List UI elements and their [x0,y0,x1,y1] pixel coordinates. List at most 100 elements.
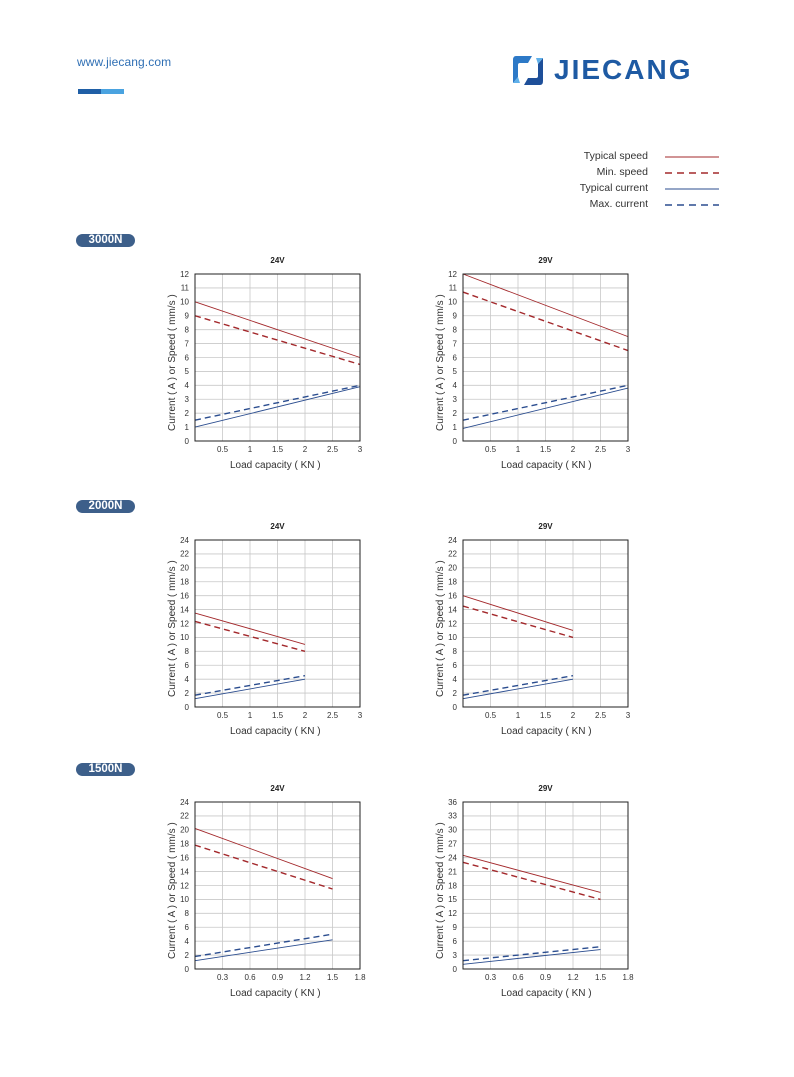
legend-label: Min. speed [596,166,648,178]
x-tick-label: 0.3 [217,973,229,982]
chart-legend: Typical speed Min. speed Typical current… [560,150,730,214]
series-line-typical-current [194,678,306,700]
y-tick-label: 12 [180,270,189,279]
section-badge-1500n: 1500N [76,763,135,776]
series-line-typical-current [462,949,601,965]
website-url[interactable]: www.jiecang.com [77,55,172,69]
x-axis-label: Load capacity ( KN ) [230,988,321,999]
y-tick-label: 2 [453,689,458,698]
x-tick-label: 1 [516,711,521,720]
x-tick-label: 1 [516,445,521,454]
legend-solid-red-line-icon [665,156,719,158]
legend-item-min-speed: Min. speed [560,166,730,180]
y-tick-label: 22 [180,550,189,559]
series-line-max-current [194,675,306,696]
y-tick-label: 8 [453,647,458,656]
chart-title: 24V [270,256,285,265]
y-tick-label: 20 [448,564,457,573]
y-tick-label: 8 [185,325,190,334]
series-line-typical-speed [462,854,601,893]
series-line-max-current [462,675,574,696]
x-tick-label: 1.5 [595,973,607,982]
x-tick-label: 2 [571,711,576,720]
y-tick-label: 6 [185,353,190,362]
chart-3000n-29v: 29V 0 1 2 3 4 5 6 7 8 9 10 11 12 0.5 1 1.5 2 2.5 3 Current… [433,256,658,481]
x-tick-label: 1.2 [567,973,579,982]
plot-frame [462,801,629,970]
y-tick-label: 18 [180,578,189,587]
chart-title: 24V [270,522,285,531]
series-line-min-speed [462,291,629,352]
y-tick-label: 12 [448,270,457,279]
y-tick-label: 9 [185,312,190,321]
x-tick-label: 0.6 [512,973,524,982]
legend-item-max-current: Max. current [560,198,730,212]
y-tick-label: 4 [185,675,190,684]
plot-frame [194,273,361,442]
y-tick-label: 18 [180,840,189,849]
x-axis-label: Load capacity ( KN ) [230,460,321,471]
y-tick-label: 8 [185,647,190,656]
chart-title: 29V [538,522,553,531]
y-tick-label: 0 [453,965,458,974]
plot-frame [462,273,629,442]
x-tick-label: 1 [248,711,253,720]
y-axis-label: Current ( A ) or Speed ( mm/s ) [167,560,178,697]
y-tick-label: 0 [453,437,458,446]
series-line-min-speed [462,861,601,901]
y-tick-label: 3 [453,395,458,404]
y-tick-label: 14 [180,867,189,876]
series-line-typical-speed [194,828,333,879]
accent-bar-dark-segment [78,89,101,94]
series-line-max-current [462,384,629,421]
y-tick-label: 12 [448,909,457,918]
y-tick-label: 10 [180,895,189,904]
chart-2000n-24v: 24V 0 2 4 6 8 10 12 14 16 18 20 22 24 0.5 1 1.5 2 2.5 3 Cu… [165,522,390,747]
y-tick-label: 22 [448,550,457,559]
x-tick-label: 2.5 [595,445,607,454]
series-line-typical-speed [194,301,361,358]
legend-dashed-red-line-icon [665,172,719,174]
y-axis-label: Current ( A ) or Speed ( mm/s ) [435,294,446,431]
y-tick-label: 0 [185,437,190,446]
y-tick-label: 6 [453,661,458,670]
y-tick-label: 20 [180,564,189,573]
series-line-max-current [194,933,333,958]
x-tick-label: 2 [303,445,308,454]
y-axis-label: Current ( A ) or Speed ( mm/s ) [167,294,178,431]
x-tick-label: 1.5 [540,711,552,720]
legend-label: Max. current [589,198,648,210]
series-line-typical-current [194,386,361,428]
x-tick-label: 1.8 [354,973,366,982]
x-tick-label: 0.5 [485,445,497,454]
y-tick-label: 8 [453,325,458,334]
y-tick-label: 24 [180,798,189,807]
x-tick-label: 3 [626,711,631,720]
series-line-max-current [462,946,601,962]
y-tick-label: 12 [448,619,457,628]
x-tick-label: 1.5 [272,445,284,454]
x-axis-label: Load capacity ( KN ) [230,726,321,737]
plot-frame [194,801,361,970]
y-tick-label: 6 [185,923,190,932]
y-tick-label: 11 [449,284,458,293]
x-tick-label: 1.8 [622,973,634,982]
x-tick-label: 0.9 [272,973,284,982]
y-tick-label: 16 [180,853,189,862]
legend-label: Typical speed [583,150,648,162]
y-tick-label: 5 [453,367,458,376]
y-tick-label: 0 [453,703,458,712]
legend-item-typical-speed: Typical speed [560,150,730,164]
chart-title: 29V [538,784,553,793]
jiecang-logo: JIECANG [510,53,725,88]
y-tick-label: 11 [181,284,190,293]
plot-frame [462,539,629,708]
chart-1500n-24v: 24V 0 2 4 6 8 10 12 14 16 18 20 22 24 0.3 0.6 0.9 1.2 1.5… [165,784,390,1009]
y-tick-label: 10 [448,298,457,307]
section-badge-2000n: 2000N [76,500,135,513]
y-tick-label: 14 [448,605,457,614]
y-tick-label: 36 [448,798,457,807]
